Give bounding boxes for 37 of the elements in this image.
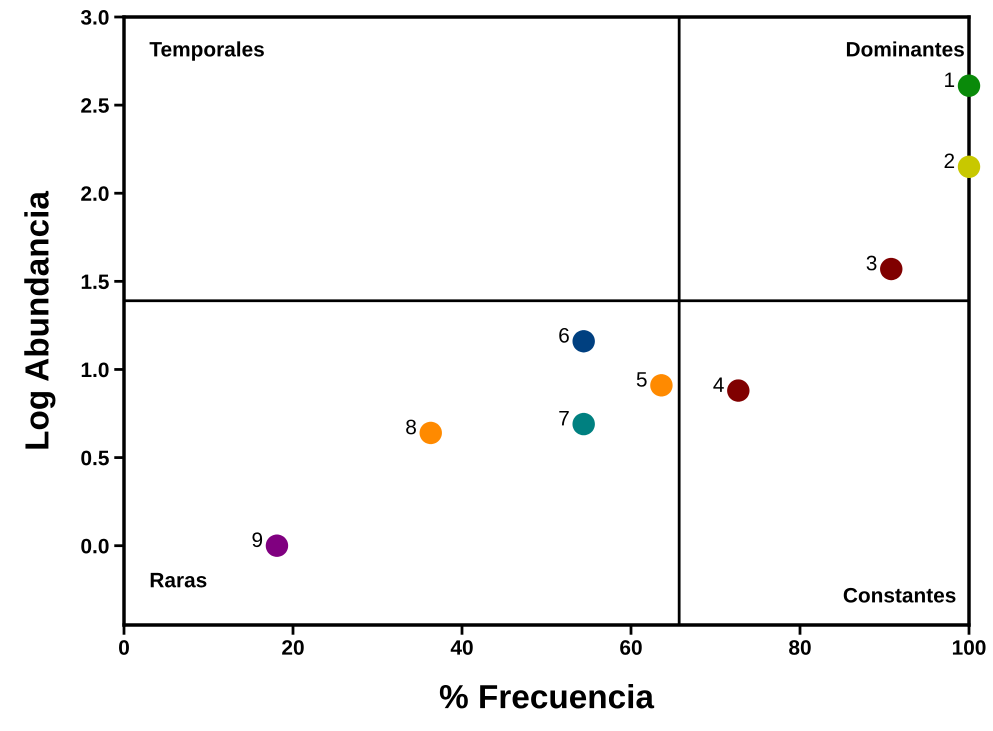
y-axis-title: Log Abundancia — [24, 190, 56, 449]
x-tick-label: 40 — [450, 640, 473, 655]
point — [572, 330, 595, 352]
point — [958, 74, 980, 97]
y-tick-label: 2.0 — [81, 186, 109, 201]
annotation: 3 — [866, 256, 876, 270]
y-tick-label: 0.5 — [81, 450, 109, 466]
annotation: 1 — [945, 72, 954, 87]
x-tick-label: 20 — [282, 640, 304, 655]
annotation: 9 — [252, 532, 262, 548]
point — [266, 534, 288, 557]
y-tick-label: 1.0 — [82, 362, 109, 378]
y-tick-label: 3.0 — [80, 10, 109, 25]
annotation: Dominantes — [846, 41, 964, 57]
point — [880, 258, 902, 280]
x-tick-label: 0 — [119, 640, 129, 655]
point — [420, 422, 442, 444]
annotation: Raras — [150, 572, 206, 588]
point — [958, 156, 980, 178]
point — [572, 412, 595, 436]
x-tick-label: 80 — [789, 640, 811, 655]
annotation: 6 — [559, 328, 569, 343]
point — [727, 379, 750, 402]
annotation: 7 — [559, 410, 569, 426]
annotation: 8 — [406, 420, 416, 434]
x-tick-label: 60 — [620, 640, 642, 655]
y-tick-label: 1.5 — [82, 274, 109, 290]
x-axis-title: % Frecuencia — [440, 684, 654, 708]
annotation: 2 — [944, 153, 954, 168]
annotation: Constantes — [844, 588, 956, 603]
annotation: 5 — [636, 372, 647, 387]
annotation: 4 — [713, 378, 724, 392]
annotation: Temporales — [150, 41, 264, 61]
x-tick-label: 100 — [952, 640, 986, 655]
y-tick-label: 2.5 — [81, 98, 109, 113]
y-tick-label: 0.0 — [81, 538, 109, 554]
point — [650, 374, 673, 397]
